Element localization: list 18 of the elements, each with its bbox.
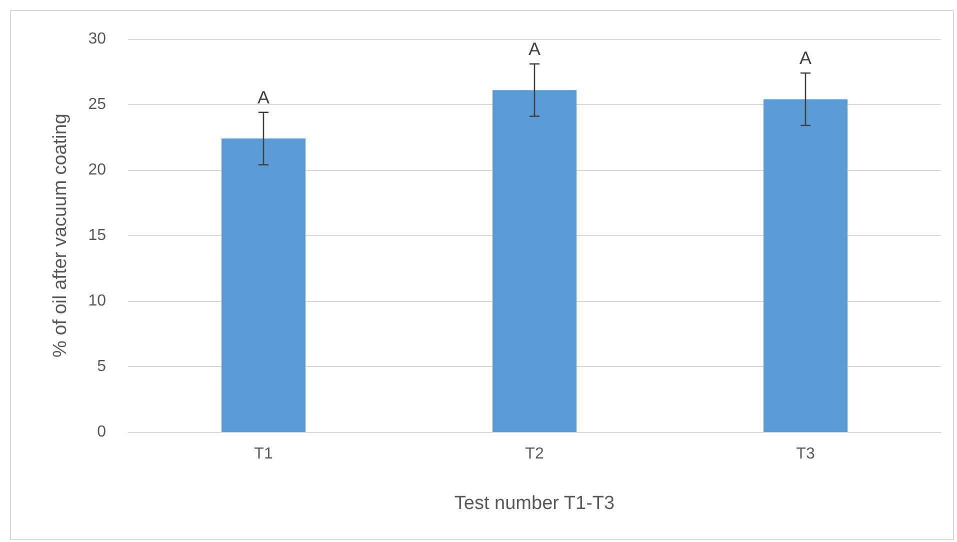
y-axis-title: % of oil after vacuum coating (50, 114, 71, 358)
annotation: A (799, 48, 812, 68)
y-tick-label: 0 (97, 424, 106, 440)
y-tick-label: 15 (88, 227, 106, 244)
x-tick-label: T3 (796, 446, 815, 462)
bar (763, 99, 848, 432)
x-axis-title: Test number T1-T3 (454, 493, 615, 514)
annotation: A (528, 38, 541, 59)
y-tick-label: 10 (88, 292, 106, 310)
x-tick-label: T1 (254, 446, 273, 462)
y-tick-label: 25 (88, 96, 106, 113)
bar (492, 90, 577, 432)
y-tick-label: 5 (97, 358, 106, 375)
x-tick-label: T2 (525, 446, 544, 462)
y-tick-label: 20 (88, 162, 106, 178)
annotation: A (257, 87, 270, 108)
y-tick-label: 30 (88, 30, 106, 48)
bar (221, 138, 306, 432)
